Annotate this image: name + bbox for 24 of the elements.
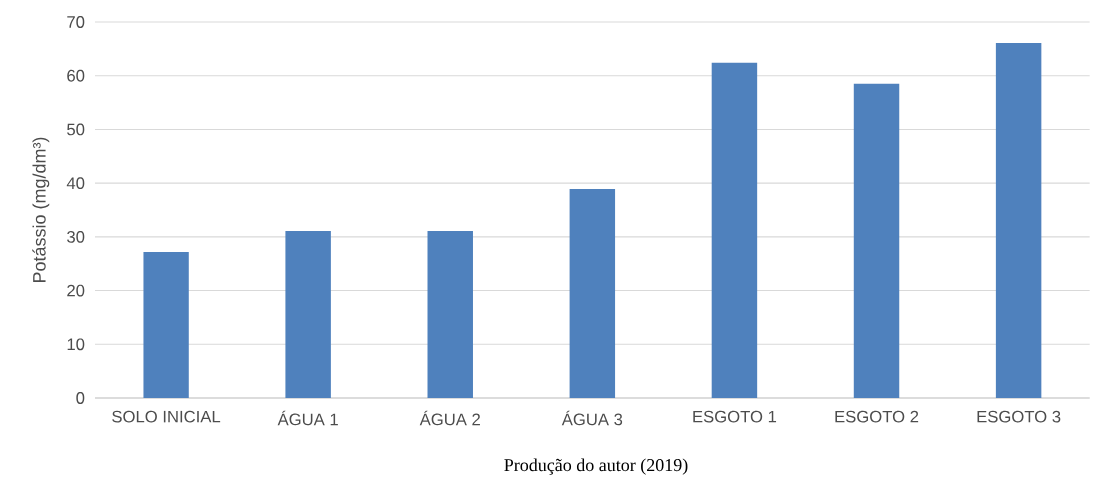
bar bbox=[143, 251, 189, 398]
y-tick-label: 50 bbox=[67, 123, 85, 136]
y-tick-label: 60 bbox=[67, 69, 85, 82]
y-tick-label: 0 bbox=[76, 392, 85, 404]
bar bbox=[711, 62, 758, 398]
y-tick-label: 10 bbox=[67, 338, 85, 351]
x-tick-label: ÁGUA 3 bbox=[561, 410, 623, 426]
x-tick-label: ESGOTO 2 bbox=[835, 410, 919, 423]
bar bbox=[995, 42, 1042, 398]
bar bbox=[853, 83, 900, 398]
y-tick-label: 30 bbox=[67, 230, 85, 243]
bar bbox=[569, 189, 616, 398]
bar bbox=[427, 230, 473, 398]
x-tick-label: ÁGUA 2 bbox=[419, 410, 480, 426]
text: Produção do autor (2019) bbox=[504, 458, 688, 475]
y-tick-label: 40 bbox=[66, 177, 85, 190]
x-tick-label: ESGOTO 1 bbox=[693, 410, 777, 423]
x-tick-label: ÁGUA 1 bbox=[277, 410, 338, 426]
y-tick-label: 70 bbox=[67, 16, 85, 28]
x-tick-label: ESGOTO 3 bbox=[977, 410, 1061, 423]
bar bbox=[285, 230, 331, 398]
y-tick-label: 20 bbox=[67, 284, 85, 297]
x-tick-label: SOLO INICIAL bbox=[112, 410, 221, 423]
y-axis-title: Potássio (mg/dm³) bbox=[32, 137, 50, 283]
